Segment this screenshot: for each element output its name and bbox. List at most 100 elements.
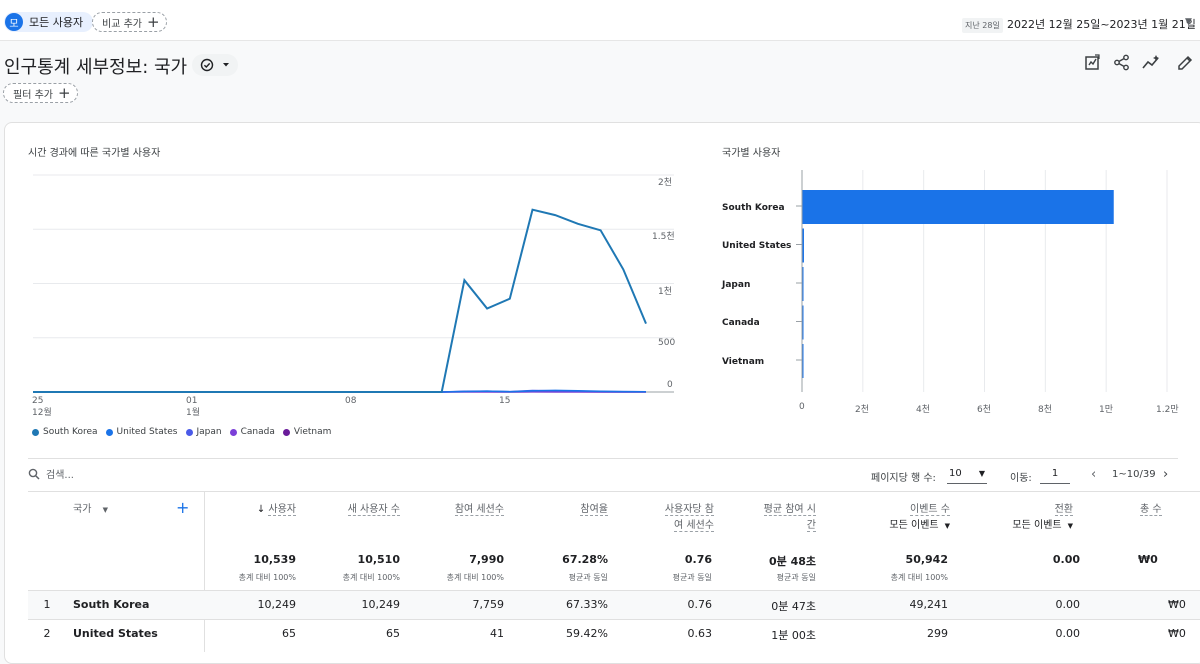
series-line-south-korea[interactable]: [33, 210, 646, 392]
total-engaged-sub: 총계 대비 100%: [414, 572, 504, 583]
insights-icon[interactable]: [1142, 54, 1160, 71]
cell-revenue: ₩0: [1168, 627, 1186, 640]
legend-item[interactable]: Vietnam: [283, 427, 332, 437]
conversion-filter-select[interactable]: 모든 이벤트: [1012, 520, 1061, 531]
caret-down-icon: ▼: [945, 522, 950, 530]
cell-avg: 0분 47초: [726, 598, 816, 614]
column-header-new-users[interactable]: 새 사용자 수: [310, 502, 400, 518]
total-users-sub: 총계 대비 100%: [206, 572, 296, 583]
column-header-label: 간: [807, 520, 816, 532]
goto-page-input[interactable]: 1: [1040, 468, 1070, 484]
column-header-country[interactable]: 국가 ▼: [73, 502, 108, 518]
divider: [28, 590, 1200, 591]
share-icon[interactable]: [1113, 54, 1130, 71]
x-tick: 1.2만: [1156, 402, 1179, 415]
column-header-label: 새 사용자 수: [348, 504, 400, 516]
total-avg-sub: 평균과 동일: [726, 572, 816, 583]
bar-category-label: United States: [722, 241, 791, 251]
row-country[interactable]: South Korea: [73, 598, 149, 611]
customize-report-icon[interactable]: [1084, 54, 1101, 71]
x-tick: 8천: [1038, 402, 1052, 415]
bar-category-label: Japan: [722, 280, 750, 290]
y-tick: 0: [667, 380, 673, 390]
prev-page-icon[interactable]: ‹: [1091, 467, 1096, 482]
column-header-engaged-sessions[interactable]: 참여 세션수: [414, 502, 504, 518]
line-chart: [0, 0, 700, 420]
caret-down-icon: ▼: [979, 469, 985, 478]
column-header-label: 사용자당 참: [665, 504, 714, 516]
total-new-users-sub: 총계 대비 100%: [310, 572, 400, 583]
column-header-label: 총 수: [1140, 504, 1162, 516]
row-index: 2: [40, 627, 54, 640]
divider: [28, 458, 1178, 459]
column-header-engagement-rate[interactable]: 참여율: [520, 502, 608, 518]
cell-users: 65: [206, 627, 296, 640]
x-tick: 1만: [1099, 402, 1113, 415]
y-tick: 1천: [658, 284, 672, 297]
legend-dot: [32, 429, 39, 436]
total-events: 50,942: [848, 553, 948, 566]
goto-label: 이동:: [1010, 469, 1032, 484]
column-header-total-revenue[interactable]: 총 수: [1140, 502, 1200, 518]
cell-conversions: 0.00: [980, 598, 1080, 611]
next-page-icon[interactable]: ›: [1163, 467, 1168, 482]
x-tick: 6천: [977, 402, 991, 415]
bar-south-korea[interactable]: [802, 190, 1114, 224]
event-filter-select[interactable]: 모든 이벤트: [889, 520, 938, 531]
rows-per-page-select[interactable]: 10 ▼: [947, 468, 987, 484]
search-placeholder: 검색...: [46, 466, 74, 481]
legend-label: United States: [117, 427, 178, 437]
legend-dot: [186, 429, 193, 436]
add-dimension-icon[interactable]: +: [176, 500, 189, 516]
cell-revenue: ₩0: [1168, 598, 1186, 611]
x-tick-month: 1월: [186, 405, 200, 418]
cell-eps: 0.63: [622, 627, 712, 640]
column-header-label: 참여율: [580, 504, 608, 516]
line-chart-legend: South Korea United States Japan Canada V…: [32, 427, 331, 437]
legend-dot: [230, 429, 237, 436]
caret-down-icon: ▼: [1068, 522, 1073, 530]
column-divider: [204, 492, 205, 652]
column-header-label: 전환: [1055, 504, 1073, 516]
x-tick-month: 12월: [32, 405, 52, 418]
legend-item[interactable]: Canada: [230, 427, 275, 437]
table-search[interactable]: 검색...: [28, 466, 74, 481]
y-tick: 2천: [658, 175, 672, 188]
caret-down-icon[interactable]: ▼: [1185, 17, 1192, 27]
caret-down-icon: ▼: [103, 506, 108, 514]
row-index: 1: [40, 598, 54, 611]
total-revenue: ₩0: [1138, 553, 1198, 566]
legend-item[interactable]: United States: [106, 427, 178, 437]
cell-rate: 67.33%: [518, 598, 608, 611]
cell-users: 10,249: [206, 598, 296, 611]
x-tick-day: 15: [499, 396, 510, 406]
divider: [28, 619, 1200, 620]
rows-per-page-label: 페이지당 행 수:: [871, 469, 936, 484]
legend-label: South Korea: [43, 427, 98, 437]
x-tick-day: 08: [345, 396, 356, 406]
cell-rate: 59.42%: [518, 627, 608, 640]
edit-pencil-icon[interactable]: [1177, 54, 1194, 71]
cell-avg: 1분 00초: [726, 627, 816, 643]
legend-label: Vietnam: [294, 427, 332, 437]
bar-category-label: Vietnam: [722, 357, 764, 367]
total-engaged: 7,990: [414, 553, 504, 566]
legend-item[interactable]: Japan: [186, 427, 222, 437]
search-icon: [28, 468, 40, 480]
total-conversions: 0.00: [980, 553, 1080, 566]
column-header-users[interactable]: ↓ 사용자: [230, 502, 296, 518]
date-range-picker[interactable]: 2022년 12월 25일~2023년 1월 21일: [1007, 16, 1196, 32]
row-country[interactable]: United States: [73, 627, 158, 640]
cell-engaged: 41: [414, 627, 504, 640]
cell-conversions: 0.00: [980, 627, 1080, 640]
legend-item[interactable]: South Korea: [32, 427, 98, 437]
total-events-sub: 총계 대비 100%: [848, 572, 948, 583]
y-tick: 500: [658, 338, 675, 348]
total-eps-sub: 평균과 동일: [622, 572, 712, 583]
column-header-label: 사용자: [268, 504, 296, 516]
legend-dot: [106, 429, 113, 436]
